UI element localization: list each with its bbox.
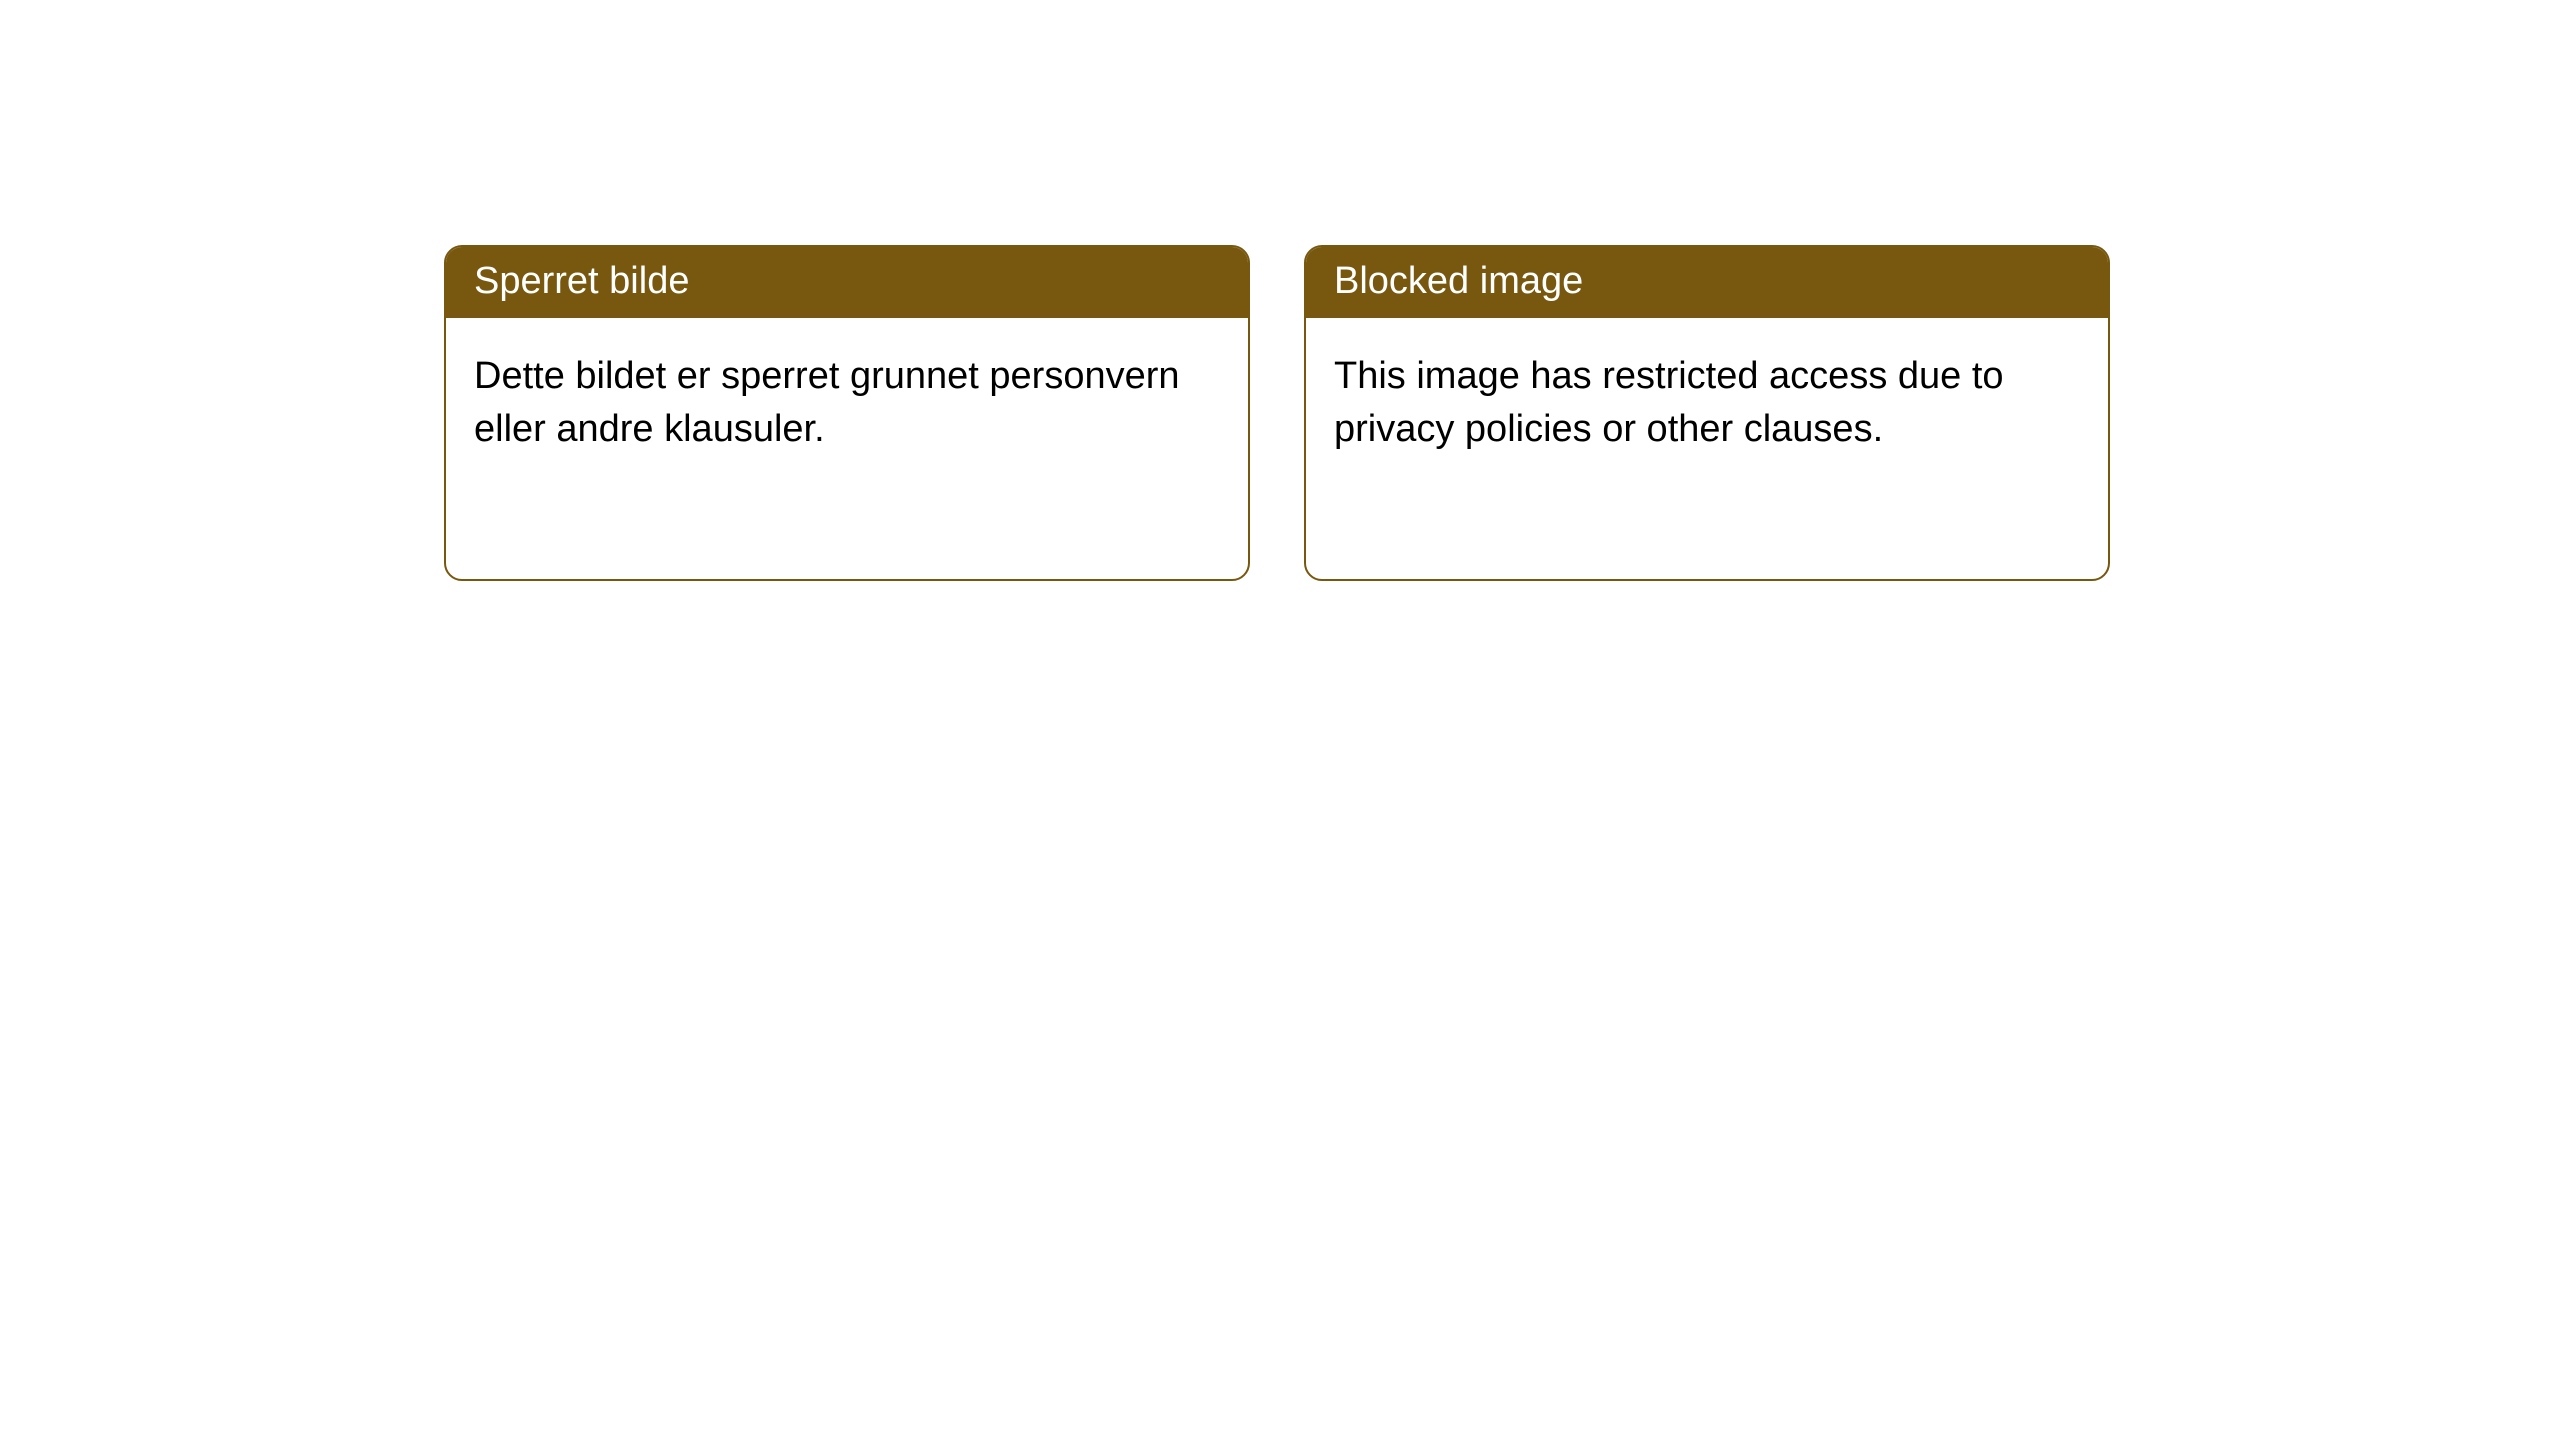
notice-title: Blocked image bbox=[1306, 247, 2108, 318]
notice-title: Sperret bilde bbox=[446, 247, 1248, 318]
notice-body: This image has restricted access due to … bbox=[1306, 318, 2108, 487]
notice-box-norwegian: Sperret bilde Dette bildet er sperret gr… bbox=[444, 245, 1250, 581]
notice-container: Sperret bilde Dette bildet er sperret gr… bbox=[0, 0, 2560, 581]
notice-body: Dette bildet er sperret grunnet personve… bbox=[446, 318, 1248, 487]
notice-box-english: Blocked image This image has restricted … bbox=[1304, 245, 2110, 581]
